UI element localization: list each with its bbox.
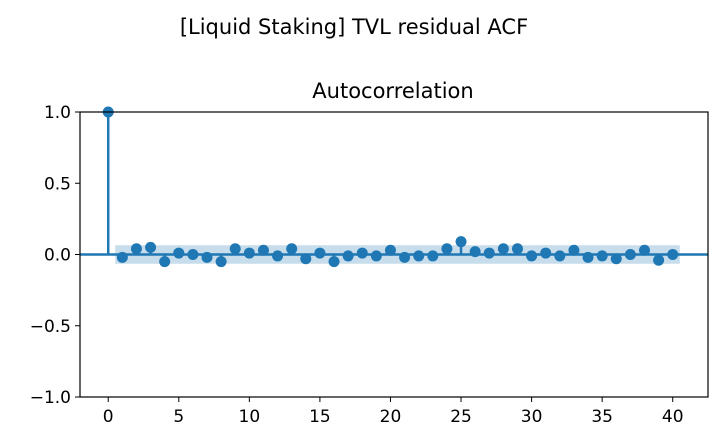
acf-point: [483, 247, 495, 259]
acf-point: [243, 247, 255, 259]
acf-point: [173, 247, 185, 259]
y-tick-label: 1.0: [44, 103, 71, 123]
acf-point: [272, 250, 284, 262]
x-tick-label: 15: [309, 407, 331, 427]
acf-point: [427, 250, 439, 262]
acf-point: [145, 241, 157, 253]
y-tick-label: 0.5: [44, 174, 71, 194]
x-tick-label: 40: [662, 407, 684, 427]
plot-area: 0 5 10 15 20 25 30 35 40 1.0 0.5 0.0 −0.5 −1.0: [30, 103, 709, 427]
acf-point: [257, 244, 269, 256]
acf-point: [314, 247, 326, 259]
acf-point: [413, 250, 425, 262]
acf-point: [286, 243, 298, 255]
acf-point: [342, 250, 354, 262]
acf-point: [667, 249, 679, 260]
acf-point: [441, 243, 453, 255]
acf-point: [328, 256, 340, 268]
acf-point: [653, 254, 665, 266]
acf-point: [116, 251, 128, 263]
acf-point: [187, 249, 199, 260]
acf-point: [370, 250, 382, 262]
chart-title: Autocorrelation: [312, 79, 473, 103]
x-tick-label: 10: [239, 407, 261, 427]
acf-point: [582, 251, 594, 263]
acf-point: [455, 236, 467, 248]
acf-point: [638, 244, 650, 256]
x-tick-label: 0: [103, 407, 114, 427]
x-tick-label: 35: [591, 407, 613, 427]
acf-point: [568, 244, 580, 256]
acf-point: [596, 250, 608, 262]
acf-point: [497, 243, 509, 255]
y-tick-label: 0.0: [44, 246, 71, 266]
acf-point: [300, 253, 312, 265]
y-tick-label: −0.5: [30, 317, 71, 337]
acf-point: [511, 243, 523, 255]
acf-point: [610, 253, 622, 265]
acf-point: [554, 250, 566, 262]
x-tick-label: 5: [173, 407, 184, 427]
acf-point: [229, 243, 241, 255]
acf-point: [384, 244, 396, 256]
acf-point: [201, 251, 213, 263]
acf-point: [215, 256, 227, 268]
x-tick-label: 30: [521, 407, 543, 427]
acf-point: [159, 256, 171, 268]
acf-point: [399, 251, 411, 263]
x-tick-label: 25: [450, 407, 472, 427]
acf-point: [469, 246, 481, 258]
y-tick-label: −1.0: [30, 388, 71, 408]
acf-point: [130, 243, 142, 255]
acf-point: [540, 247, 552, 259]
acf-point: [624, 249, 636, 260]
figure-suptitle: [Liquid Staking] TVL residual ACF: [180, 15, 528, 39]
acf-point: [526, 250, 538, 262]
acf-point: [356, 247, 368, 259]
x-tick-label: 20: [380, 407, 402, 427]
